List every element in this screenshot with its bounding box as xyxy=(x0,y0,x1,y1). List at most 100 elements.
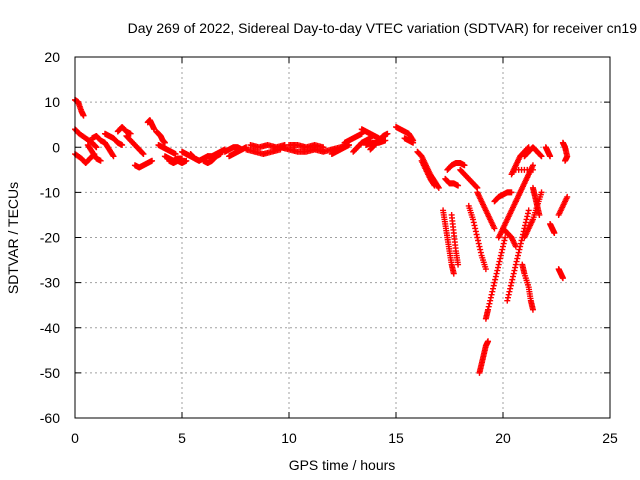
data-point xyxy=(507,285,514,292)
data-point xyxy=(529,306,536,313)
data-point xyxy=(472,228,479,235)
data-point xyxy=(450,270,457,277)
y-tick-label: -50 xyxy=(40,365,60,381)
data-point xyxy=(489,288,496,295)
data-point xyxy=(492,276,499,283)
data-point xyxy=(477,246,484,253)
data-point xyxy=(172,151,179,158)
data-point xyxy=(488,291,495,298)
y-tick-label: -30 xyxy=(40,275,60,291)
data-point xyxy=(538,153,545,160)
data-point xyxy=(518,237,525,244)
data-point xyxy=(384,130,391,137)
data-point xyxy=(92,143,99,150)
data-point xyxy=(455,182,462,189)
data-point xyxy=(471,222,478,229)
data-point xyxy=(509,273,516,280)
data-point xyxy=(529,166,536,173)
data-point xyxy=(499,246,506,253)
data-point xyxy=(140,151,147,158)
data-point xyxy=(149,157,156,164)
data-point xyxy=(514,255,521,262)
data-point xyxy=(500,243,506,250)
data-point xyxy=(139,150,146,157)
data-point xyxy=(119,141,126,148)
data-point xyxy=(537,152,544,159)
y-tick-label: -20 xyxy=(40,230,60,246)
data-point xyxy=(473,184,480,191)
data-point xyxy=(562,157,569,164)
data-point xyxy=(513,258,520,265)
data-point xyxy=(470,219,477,226)
grid-lines xyxy=(75,57,610,418)
data-point xyxy=(504,297,511,304)
data-point xyxy=(490,285,497,292)
data-point xyxy=(472,225,479,232)
data-point xyxy=(431,182,438,189)
data-point xyxy=(435,184,442,191)
data-point xyxy=(474,234,481,241)
plot-frame xyxy=(74,56,611,419)
data-point xyxy=(491,279,498,286)
data-point xyxy=(497,255,504,262)
x-tick-label: 20 xyxy=(495,430,511,446)
data-point xyxy=(547,153,554,160)
data-point xyxy=(501,237,508,244)
data-point xyxy=(494,267,501,274)
data-point xyxy=(430,181,437,188)
data-point xyxy=(522,219,529,226)
data-point xyxy=(495,261,502,268)
y-axis-label: SDTVAR / TECUs xyxy=(5,182,21,294)
data-point xyxy=(470,216,477,223)
data-point xyxy=(80,112,87,119)
data-point xyxy=(524,210,531,217)
data-point xyxy=(487,294,494,301)
data-point xyxy=(497,252,504,259)
data-point xyxy=(504,294,511,301)
data-point xyxy=(461,162,468,169)
data-point xyxy=(564,193,571,200)
y-tick-label: 20 xyxy=(44,49,60,65)
data-point xyxy=(476,243,483,250)
data-point xyxy=(435,183,442,190)
data-point xyxy=(517,240,524,247)
y-tick-label: -60 xyxy=(40,410,60,426)
data-point xyxy=(410,139,417,146)
data-point xyxy=(97,157,104,164)
data-point xyxy=(515,249,522,256)
data-point xyxy=(455,261,462,268)
y-tick-label: -40 xyxy=(40,320,60,336)
data-point xyxy=(492,273,499,280)
data-point xyxy=(551,229,558,236)
data-point xyxy=(523,216,530,223)
data-point xyxy=(502,234,509,241)
data-point xyxy=(487,297,494,304)
data-point xyxy=(509,276,516,283)
data-point xyxy=(110,153,117,160)
data-point xyxy=(93,144,100,151)
data-point xyxy=(511,267,518,274)
data-point xyxy=(496,258,503,265)
y-tick-label: -10 xyxy=(40,184,60,200)
data-point xyxy=(525,207,532,214)
x-tick-label: 15 xyxy=(388,430,404,446)
data-point xyxy=(477,249,484,256)
data-point xyxy=(538,189,545,196)
data-point xyxy=(505,291,512,298)
data-point xyxy=(524,213,531,220)
tick-labels: 0 5 10 15 20 25 -60 -50 -40 -30 -20 -10 0 10 20 xyxy=(40,49,618,446)
data-point xyxy=(517,243,524,250)
y-tick-label: 10 xyxy=(44,94,60,110)
data-point xyxy=(510,270,517,277)
data-point xyxy=(109,152,116,159)
data-point xyxy=(508,279,515,286)
data-point xyxy=(490,282,497,289)
data-point xyxy=(491,225,498,232)
data-point xyxy=(485,338,492,345)
data-point xyxy=(512,264,519,271)
data-point xyxy=(512,261,519,268)
data-point xyxy=(495,264,502,271)
x-tick-label: 10 xyxy=(281,430,297,446)
data-point xyxy=(507,282,514,289)
y-tick-label: 0 xyxy=(52,139,60,155)
